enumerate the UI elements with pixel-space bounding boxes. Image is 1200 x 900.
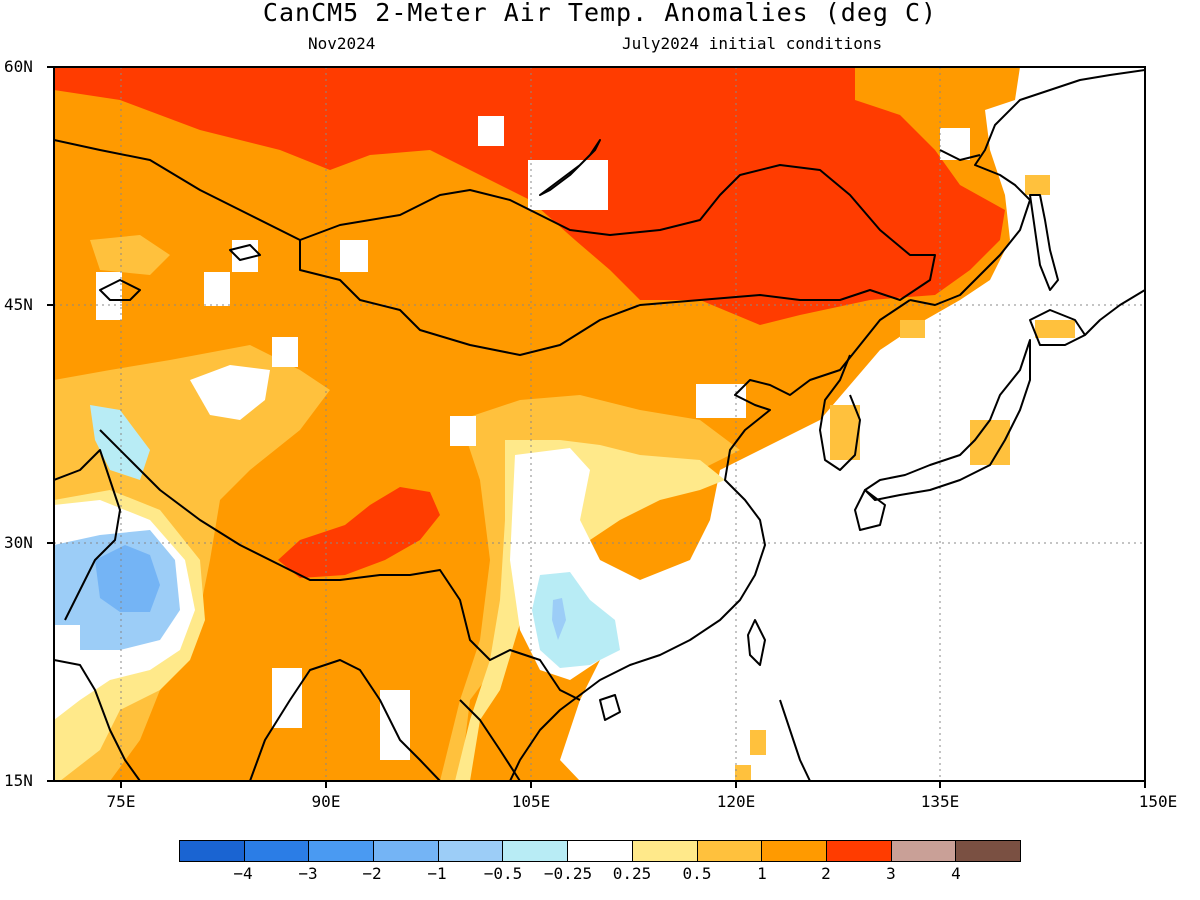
lat-label-60n: 60N <box>4 57 33 76</box>
kuriles <box>1084 289 1145 336</box>
colorbar-swatch <box>309 841 375 861</box>
colorbar-swatch <box>180 841 245 861</box>
colorbar-label: −4 <box>233 864 253 883</box>
colorbar-label: 0.5 <box>682 864 712 883</box>
colorbar-label: 3 <box>886 864 896 883</box>
cool-north-india <box>90 405 150 480</box>
sakhalin <box>1029 194 1059 291</box>
central-asia-border <box>54 139 301 241</box>
forecast-month: Nov2024 <box>308 34 376 53</box>
lon-label-75e: 75E <box>106 792 136 811</box>
pakistan-border <box>54 449 121 621</box>
lon-label-135e: 135E <box>920 792 960 811</box>
lon-label-150e: 150E <box>1138 792 1178 811</box>
colorbar-swatch <box>762 841 827 861</box>
colorbar-label: −1 <box>427 864 447 883</box>
colorbar-label: 4 <box>951 864 961 883</box>
nodata-cells <box>54 116 970 760</box>
neutral-west-1 <box>190 365 270 420</box>
russia-pacific-coast <box>909 69 1145 306</box>
colorbar <box>179 840 1021 862</box>
axis-ticks <box>47 66 1146 788</box>
korea-coast <box>819 354 861 471</box>
colorbar-label: −2 <box>362 864 382 883</box>
map-frame <box>53 66 1146 782</box>
colorbar-swatch <box>891 841 957 861</box>
colorbar-label: 1 <box>757 864 767 883</box>
lon-label-105e: 105E <box>511 792 551 811</box>
hainan <box>599 694 621 721</box>
lat-label-45n: 45N <box>4 295 33 314</box>
okhotsk-islands <box>939 149 981 161</box>
colorbar-swatch <box>503 841 569 861</box>
china-coast <box>509 299 911 781</box>
chart-title: CanCM5 2-Meter Air Temp. Anomalies (deg … <box>262 0 938 27</box>
initial-conditions: July2024 initial conditions <box>622 34 883 53</box>
very-warm-tibet <box>278 487 440 578</box>
colorbar-label: −0.5 <box>483 864 523 883</box>
lon-label-90e: 90E <box>311 792 341 811</box>
colorbar-swatch <box>697 841 763 861</box>
india-coast <box>54 659 441 781</box>
colorbar-label: 0.25 <box>612 864 652 883</box>
colorbar-swatch <box>956 841 1020 861</box>
colorbar-swatch <box>826 841 892 861</box>
coastlines <box>54 69 1145 781</box>
cold-pakistan <box>95 545 160 612</box>
lon-label-120e: 120E <box>716 792 756 811</box>
philippines <box>779 699 811 781</box>
mongolia-border <box>299 164 936 356</box>
cooler-south-china <box>552 598 566 640</box>
himalaya-border <box>99 429 581 701</box>
colorbar-label: −3 <box>298 864 318 883</box>
colorbar-swatch <box>374 841 439 861</box>
japan-kyushu <box>854 489 886 531</box>
colorbar-swatch <box>632 841 698 861</box>
colorbar-label: 2 <box>821 864 831 883</box>
lake-baikal <box>539 139 601 196</box>
mild-band-north <box>90 235 170 275</box>
colorbar-swatch <box>438 841 504 861</box>
indochina <box>459 699 521 781</box>
colorbar-label: −0.25 <box>543 864 593 883</box>
lat-label-30n: 30N <box>4 533 33 552</box>
cool-south-china <box>532 572 620 668</box>
colorbar-swatch <box>244 841 310 861</box>
lat-label-15n: 15N <box>4 771 33 790</box>
taiwan <box>747 619 766 666</box>
caspian-aral <box>99 279 141 301</box>
balkhash <box>229 244 261 261</box>
colorbar-swatch <box>568 841 633 861</box>
